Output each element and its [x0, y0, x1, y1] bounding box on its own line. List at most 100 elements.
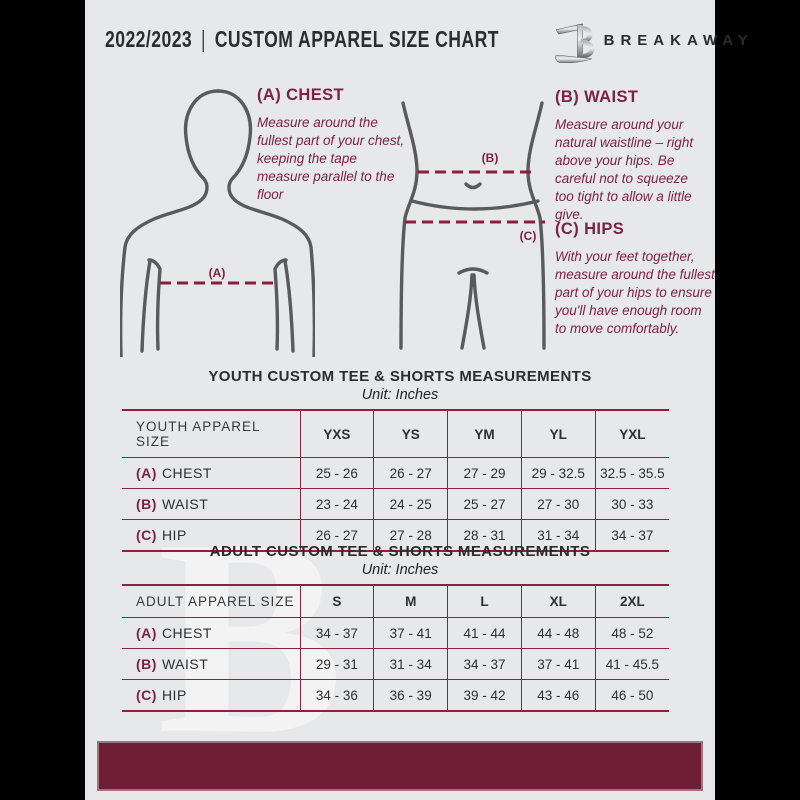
cell: 34 - 37: [594, 519, 669, 551]
season-label: 2022/2023: [105, 26, 193, 52]
row-label-waist: (B) WAIST: [122, 648, 300, 680]
title-separator: |: [200, 26, 206, 52]
waist-heading: (B) WAIST: [555, 88, 639, 106]
chest-side-left: [147, 258, 162, 351]
chest-heading: (A) CHEST: [257, 86, 345, 104]
row-label-hip: (C) HIP: [122, 679, 300, 711]
size-header-ys: YS: [373, 409, 448, 458]
cell: 36 - 39: [373, 679, 448, 711]
leg-inner-right: [472, 273, 486, 350]
flyer-document: B 2022/2023 | CUSTOM APPAREL SIZE CHART: [85, 0, 748, 800]
adult-size-table: ADULT APPAREL SIZE S M L XL 2XL (A) CHEST…: [122, 584, 669, 712]
navel-mark: [464, 182, 482, 190]
leg-inner-left: [460, 273, 474, 350]
size-header-s: S: [299, 584, 374, 618]
cell: 23 - 24: [299, 488, 374, 520]
size-header-2xl: 2XL: [594, 584, 669, 618]
cell: 27 - 28: [373, 519, 448, 551]
cell: 43 - 46: [520, 679, 596, 711]
header: 2022/2023 | CUSTOM APPAREL SIZE CHART: [85, 0, 748, 80]
youth-unit-label: Unit: Inches: [361, 387, 439, 403]
table-row: (A) CHEST 25 - 26 26 - 27 27 - 29 29 - 32…: [122, 457, 669, 489]
cell: 25 - 26: [299, 457, 374, 489]
size-header-yl: YL: [520, 409, 596, 458]
cell: 26 - 27: [299, 519, 374, 551]
table-row: (C) HIP 34 - 36 36 - 39 39 - 42 43 - 46 4…: [122, 679, 669, 711]
cell: 39 - 42: [447, 679, 522, 711]
torso-right-outline: [216, 89, 315, 357]
table-row: (B) WAIST 29 - 31 31 - 34 34 - 37 37 - 41…: [122, 648, 669, 680]
cell: 32.5 - 35.5: [594, 457, 669, 489]
hip-left-outline: [399, 101, 419, 350]
hip-curve: [410, 199, 540, 211]
footer-bar: [97, 741, 703, 791]
table-row: (B) WAIST 23 - 24 24 - 25 25 - 27 27 - 30…: [122, 488, 669, 520]
cell: 37 - 41: [520, 648, 596, 680]
size-header-xl: XL: [520, 584, 596, 618]
cell: 29 - 32.5: [520, 457, 596, 489]
cell: 46 - 50: [594, 679, 669, 711]
waist-guide: (B) WAIST Measure around your natural wa…: [555, 88, 707, 224]
hips-description: With your feet together, measure around …: [555, 249, 715, 336]
hip-right-outline: [526, 101, 546, 350]
torso-left-outline: [120, 89, 220, 357]
hips-guide: (C) HIPS With your feet together, measur…: [555, 220, 715, 338]
cell: 48 - 52: [594, 617, 669, 649]
cell: 24 - 25: [373, 488, 448, 520]
adult-unit-label: Unit: Inches: [361, 562, 439, 578]
brand-block: BREAKAWAY: [553, 17, 754, 63]
youth-section-title: YOUTH CUSTOM TEE & SHORTS MEASUREMENTS: [208, 368, 592, 385]
hips-heading: (C) HIPS: [555, 220, 625, 238]
table-row: (C) HIP 26 - 27 27 - 28 28 - 31 31 - 34 3…: [122, 519, 669, 551]
upper-torso-figure: (A): [120, 89, 315, 357]
waist-description: Measure around your natural waistline – …: [555, 117, 694, 222]
adult-header-row: ADULT APPAREL SIZE S M L XL 2XL: [122, 584, 669, 618]
cell: 27 - 30: [520, 488, 596, 520]
arm-inner-left: [140, 259, 152, 353]
cell: 37 - 41: [373, 617, 448, 649]
row-label-chest: (A) CHEST: [122, 457, 300, 489]
page-title: 2022/2023 | CUSTOM APPAREL SIZE CHART: [105, 27, 499, 53]
cell: 34 - 37: [299, 617, 374, 649]
chest-guide: (A) CHEST Measure around the fullest par…: [257, 86, 409, 204]
cell: 31 - 34: [373, 648, 448, 680]
title-text: CUSTOM APPAREL SIZE CHART: [214, 26, 499, 52]
brand-name: BREAKAWAY: [603, 31, 754, 49]
lower-torso-figure: (B) (C): [399, 101, 546, 350]
cell: 41 - 45.5: [594, 648, 669, 680]
size-header-yxl: YXL: [594, 409, 669, 458]
breakaway-logo-icon: [554, 23, 594, 63]
chest-line-label: (A): [209, 266, 226, 280]
size-header-ym: YM: [447, 409, 522, 458]
cell: 34 - 37: [447, 648, 522, 680]
cell: 34 - 36: [299, 679, 374, 711]
size-header-l: L: [447, 584, 522, 618]
hip-line-label: (C): [520, 229, 537, 243]
row-label-waist: (B) WAIST: [122, 488, 300, 520]
row-label-chest: (A) CHEST: [122, 617, 300, 649]
size-header-yxs: YXS: [299, 409, 374, 458]
table-row: (A) CHEST 34 - 37 37 - 41 41 - 44 44 - 48…: [122, 617, 669, 649]
adult-section-title: ADULT CUSTOM TEE & SHORTS MEASUREMENTS: [209, 543, 591, 560]
cell: 44 - 48: [520, 617, 596, 649]
youth-size-table: YOUTH APPAREL SIZE YXS YS YM YL YXL (A) C…: [122, 409, 669, 552]
size-header-m: M: [373, 584, 448, 618]
cell: 41 - 44: [447, 617, 522, 649]
cell: 28 - 31: [447, 519, 522, 551]
youth-header-row: YOUTH APPAREL SIZE YXS YS YM YL YXL: [122, 409, 669, 458]
chest-side-right: [273, 258, 288, 351]
cell: 26 - 27: [373, 457, 448, 489]
cell: 27 - 29: [447, 457, 522, 489]
row-label-hip: (C) HIP: [122, 519, 300, 551]
waist-line-label: (B): [482, 151, 499, 165]
crotch-curve: [457, 267, 489, 275]
cell: 31 - 34: [520, 519, 596, 551]
youth-size-column-header: YOUTH APPAREL SIZE: [122, 409, 300, 458]
cell: 29 - 31: [299, 648, 374, 680]
cell: 30 - 33: [594, 488, 669, 520]
adult-size-column-header: ADULT APPAREL SIZE: [122, 584, 300, 618]
cell: 25 - 27: [447, 488, 522, 520]
chest-description: Measure around the fullest part of your …: [257, 115, 405, 202]
arm-inner-right: [283, 259, 295, 353]
